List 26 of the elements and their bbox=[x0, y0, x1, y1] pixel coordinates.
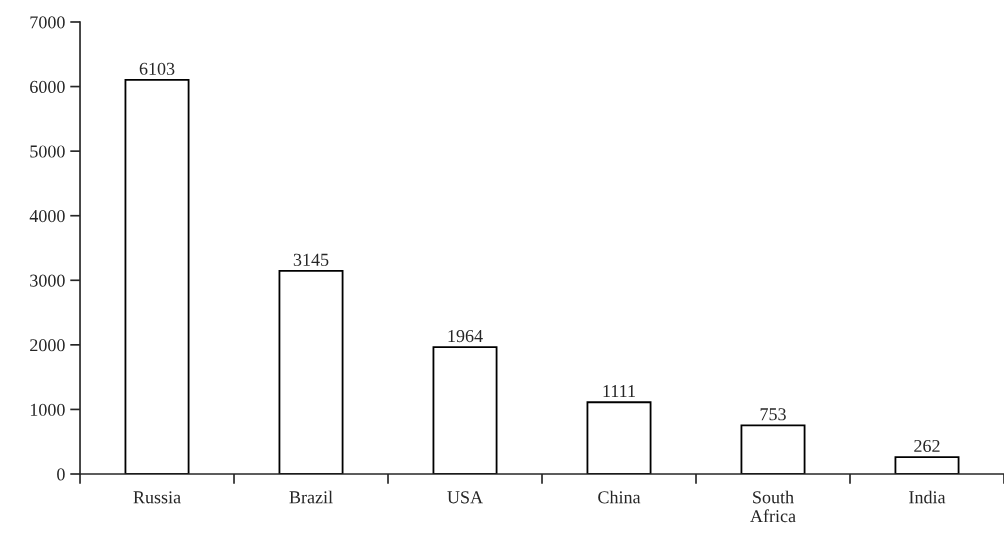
y-tick-label: 0 bbox=[57, 468, 65, 481]
y-tick-label: 7000 bbox=[30, 16, 65, 29]
y-tick-label: 1000 bbox=[30, 403, 65, 416]
bar bbox=[278, 270, 344, 474]
bar bbox=[586, 401, 652, 474]
data-label: 3145 bbox=[293, 253, 329, 266]
y-tick-label: 3000 bbox=[30, 274, 65, 287]
y-tick-label: 2000 bbox=[30, 339, 65, 352]
data-label: 6103 bbox=[139, 62, 175, 75]
bar bbox=[740, 424, 806, 474]
x-tick-label: Brazil bbox=[289, 490, 333, 504]
bar bbox=[432, 346, 498, 474]
x-tick-label: China bbox=[598, 490, 641, 504]
x-tick-label: USA bbox=[447, 491, 483, 504]
bar bbox=[894, 456, 960, 474]
y-tick-label: 4000 bbox=[29, 209, 65, 223]
x-tick-label: South Africa bbox=[750, 490, 796, 523]
y-tick-label: 5000 bbox=[30, 145, 65, 158]
bar bbox=[124, 79, 190, 474]
y-tick-label: 6000 bbox=[30, 80, 65, 94]
x-tick-label: Russia bbox=[133, 491, 181, 504]
data-label: 1964 bbox=[448, 329, 483, 343]
data-label: 1111 bbox=[603, 385, 635, 398]
data-label: 753 bbox=[760, 408, 786, 421]
data-label: 262 bbox=[914, 439, 940, 453]
x-tick-label: India bbox=[909, 490, 946, 504]
